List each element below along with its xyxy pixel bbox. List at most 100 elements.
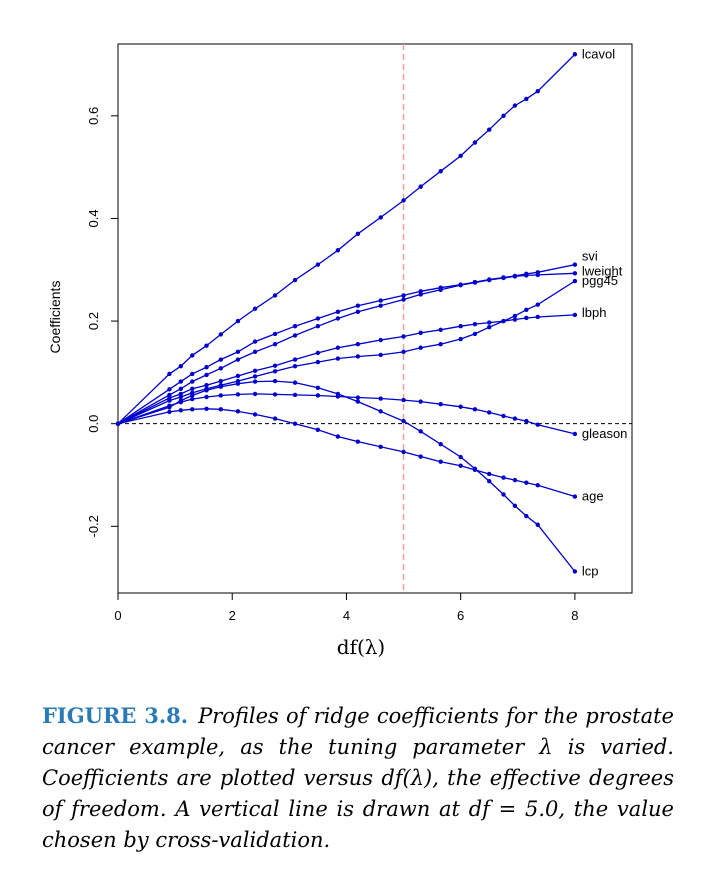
- series-label-gleason: gleason: [582, 426, 628, 441]
- data-point-pgg45: [292, 364, 298, 369]
- data-point-lcavol: [378, 215, 383, 220]
- data-point-age: [378, 444, 383, 449]
- data-point-gleason: [501, 413, 506, 419]
- data-point-lcp: [572, 569, 578, 574]
- data-point-age: [178, 408, 184, 413]
- series-line-gleason: [117, 393, 576, 435]
- data-point-age: [438, 459, 443, 464]
- data-point-gleason: [235, 392, 241, 397]
- data-point-gleason: [204, 394, 209, 400]
- data-point-lweight: [178, 386, 184, 391]
- data-point-lweight: [524, 273, 529, 278]
- data-point-lcavol: [512, 103, 518, 108]
- data-point-lcavol: [235, 318, 241, 324]
- data-point-gleason: [218, 393, 223, 398]
- data-point-lweight: [235, 357, 241, 362]
- data-point-svi: [190, 371, 195, 377]
- data-point-svi: [401, 293, 406, 298]
- data-point-age: [501, 475, 506, 480]
- data-point-lweight: [418, 292, 423, 297]
- data-point-lcp: [190, 393, 195, 398]
- data-point-lcp: [335, 391, 341, 397]
- data-point-gleason: [401, 397, 406, 403]
- data-point-lbph: [487, 320, 492, 325]
- data-point-lbph: [292, 357, 298, 362]
- series-pgg45: pgg45: [115, 273, 618, 426]
- data-point-lcavol: [501, 113, 506, 119]
- ridge-profile-chart: 0 2 4 6 8 -0.2 0.0 0.2 0.4 0.6 lcavol svilweightpgg…: [47, 43, 633, 659]
- data-point-svi: [315, 316, 321, 321]
- data-point-gleason: [458, 404, 463, 409]
- data-point-gleason: [535, 422, 540, 427]
- data-point-lbph: [252, 368, 258, 374]
- data-point-lcavol: [218, 332, 223, 337]
- series-age: age: [115, 406, 604, 504]
- x-tick-label: 2: [229, 608, 236, 623]
- series-label-lcp: lcp: [582, 563, 599, 578]
- data-point-age: [418, 454, 423, 459]
- data-point-lweight: [438, 287, 443, 292]
- x-tick-label: 4: [343, 608, 350, 623]
- data-point-lcavol: [472, 140, 478, 145]
- data-point-lcavol: [178, 364, 184, 369]
- series-line-lcavol: [117, 53, 576, 425]
- data-point-lcp: [472, 466, 478, 472]
- data-point-age: [252, 412, 258, 417]
- data-point-lcavol: [572, 52, 578, 57]
- series-lbph: lbph: [115, 305, 606, 426]
- x-tick-label: 8: [571, 608, 578, 623]
- data-point-age: [235, 409, 241, 414]
- data-point-lcavol: [252, 306, 258, 311]
- data-point-lcp: [535, 522, 540, 527]
- data-point-lcavol: [355, 231, 361, 237]
- data-point-lbph: [335, 345, 341, 350]
- series-gleason: gleason: [115, 391, 628, 441]
- data-point-pgg45: [512, 313, 518, 319]
- data-point-pgg45: [401, 349, 406, 355]
- data-point-svi: [252, 339, 258, 344]
- data-point-svi: [272, 331, 278, 337]
- data-point-age: [204, 406, 209, 412]
- data-point-lcp: [487, 478, 492, 484]
- data-point-lbph: [355, 341, 361, 347]
- data-point-lbph: [472, 321, 478, 327]
- series-lcp: lcp: [115, 378, 599, 578]
- data-point-gleason: [524, 418, 529, 424]
- data-point-lbph: [190, 386, 195, 391]
- data-point-pgg45: [272, 369, 278, 374]
- data-point-pgg45: [252, 374, 258, 379]
- data-point-lweight: [292, 333, 298, 338]
- data-point-svi: [167, 387, 172, 392]
- y-tick-label: 0.0: [86, 415, 101, 433]
- data-point-lbph: [235, 373, 241, 379]
- data-point-gleason: [512, 416, 518, 421]
- data-point-gleason: [292, 392, 298, 398]
- data-point-svi: [292, 323, 298, 329]
- data-point-lweight: [401, 297, 406, 302]
- data-point-lcp: [458, 454, 463, 460]
- data-point-lcavol: [335, 248, 341, 253]
- data-point-age: [572, 494, 578, 499]
- data-point-lcp: [378, 409, 383, 414]
- data-point-lweight: [487, 277, 492, 283]
- data-point-lcp: [501, 492, 506, 497]
- data-point-lcavol: [487, 127, 492, 132]
- data-point-lweight: [167, 392, 172, 398]
- data-point-lweight: [572, 271, 578, 276]
- data-point-gleason: [355, 395, 361, 400]
- data-point-lbph: [218, 378, 223, 384]
- x-axis-label: df(λ): [337, 635, 386, 659]
- data-point-lcavol: [190, 353, 195, 358]
- data-point-lweight: [378, 303, 383, 308]
- series-label-age: age: [582, 489, 604, 504]
- data-point-pgg45: [418, 345, 423, 350]
- data-point-lweight: [252, 349, 258, 355]
- series-label-svi: svi: [582, 249, 598, 264]
- data-point-gleason: [487, 410, 492, 415]
- data-point-pgg45: [315, 359, 321, 365]
- data-point-lbph: [272, 363, 278, 368]
- data-point-age: [487, 471, 492, 477]
- data-point-lweight: [204, 372, 209, 378]
- data-point-pgg45: [438, 341, 443, 347]
- data-point-lcavol: [315, 262, 321, 267]
